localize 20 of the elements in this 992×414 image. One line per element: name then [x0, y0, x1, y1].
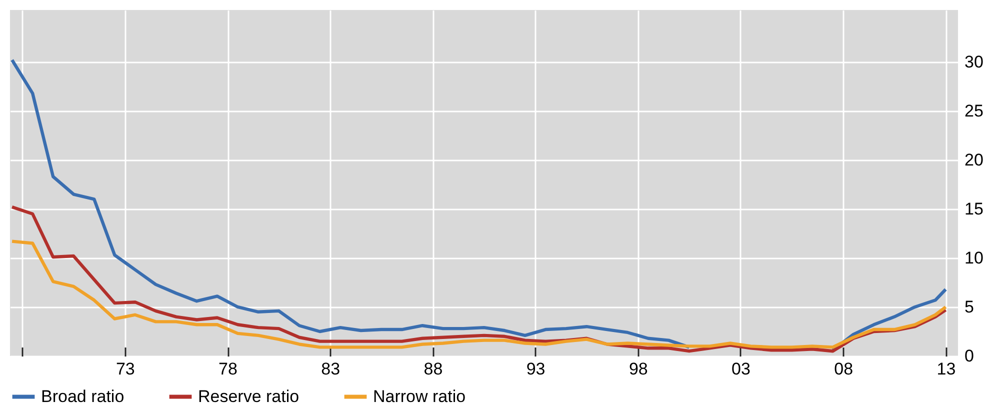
x-tick-label: 78: [218, 360, 238, 378]
y-tick-label: 15: [964, 199, 984, 218]
x-tick-label: 98: [628, 360, 648, 378]
x-tick-label: 03: [732, 360, 750, 378]
y-tick-label: 5: [964, 297, 974, 316]
x-tick-label: 83: [321, 360, 340, 378]
y-tick-label: 30: [964, 52, 984, 72]
line-series: [10, 240, 948, 349]
legend-label: Broad ratio: [41, 386, 124, 406]
legend-label: Narrow ratio: [373, 386, 466, 406]
y-tick-label: 0: [964, 346, 974, 366]
x-tick-label: 88: [424, 360, 443, 378]
x-tick-label: 13: [936, 360, 956, 378]
y-tick-label: 10: [964, 248, 984, 268]
legend-label: Reserve ratio: [198, 386, 300, 406]
y-tick-label: 20: [964, 150, 984, 170]
x-tick-label: 93: [526, 360, 546, 378]
x-tick-label: 73: [116, 360, 135, 378]
x-tick-label: 08: [834, 360, 854, 378]
y-tick-label: 25: [964, 101, 984, 120]
